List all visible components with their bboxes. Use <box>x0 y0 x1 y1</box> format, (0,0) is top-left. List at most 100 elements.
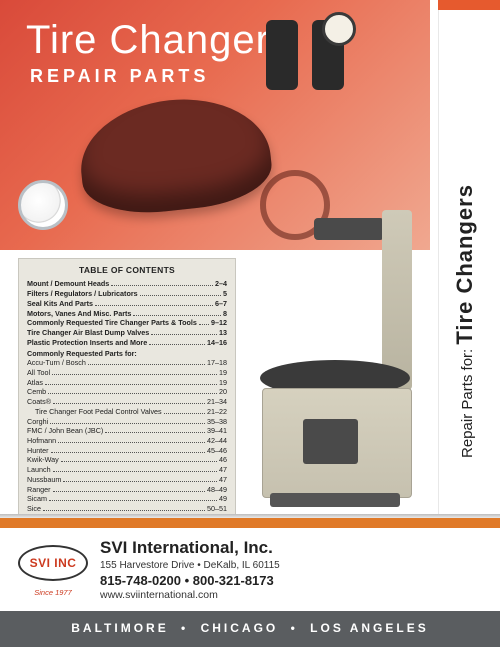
toc-page: 42–44 <box>207 436 227 446</box>
toc-page: 9–12 <box>211 318 227 328</box>
toc-leader-dots <box>50 419 205 424</box>
company-text: SVI International, Inc. 155 Harvestore D… <box>100 538 280 601</box>
toc-leader-dots <box>149 340 205 345</box>
toc-label: Nussbaum <box>27 475 61 485</box>
tire-changer-machine-image <box>250 210 440 510</box>
toc-label: Ranger <box>27 485 51 495</box>
toc-page: 48–49 <box>207 485 227 495</box>
company-info: SVI INC Since 1977 SVI International, In… <box>0 528 500 611</box>
bead-breaker-image <box>75 90 275 219</box>
toc-page: 50–51 <box>207 504 227 514</box>
toc-row: Plastic Protection Inserts and More 14–16 <box>27 338 227 348</box>
toc-leader-dots <box>105 428 205 433</box>
toc-row: Nussbaum47 <box>27 475 227 485</box>
toc-row: All Tool 19 <box>27 368 227 378</box>
toc-label: Launch <box>27 465 51 475</box>
side-tab-main: Tire Changers <box>452 184 477 345</box>
toc-label: Commonly Requested Tire Changer Parts & … <box>27 318 197 328</box>
toc-label: Plastic Protection Inserts and More <box>27 338 147 348</box>
toc-row: Hunter45–46 <box>27 446 227 456</box>
toc-page: 19 <box>219 368 227 378</box>
filter-regulator-image <box>260 8 350 113</box>
side-tab-text: Repair Parts for: Tire Changers <box>452 208 478 458</box>
svi-logo: SVI INC Since 1977 <box>18 543 88 597</box>
toc-label: Coats® <box>27 397 51 407</box>
toc-label: Corghi <box>27 417 48 427</box>
side-tab-prefix: Repair Parts for: <box>459 349 476 458</box>
toc-page: 35–38 <box>207 417 227 427</box>
location-sep-1: • <box>181 621 188 635</box>
toc-subheader: Commonly Requested Parts for: <box>27 349 227 359</box>
logo-text: SVI INC <box>18 545 88 581</box>
toc-row: Kwik-Way 46 <box>27 455 227 465</box>
toc-label: Tire Changer Foot Pedal Control Valves <box>27 407 162 417</box>
toc-label: Motors, Vanes And Misc. Parts <box>27 309 131 319</box>
company-name: SVI International, Inc. <box>100 538 280 558</box>
toc-label: All Tool <box>27 368 50 378</box>
toc-page: 49 <box>219 494 227 504</box>
toc-label: Tire Changer Air Blast Dump Valves <box>27 328 149 338</box>
toc-row: Corghi 35–38 <box>27 417 227 427</box>
toc-label: Accu-Turn / Bosch <box>27 358 86 368</box>
toc-row: Coats® 21–34 <box>27 397 227 407</box>
orange-divider <box>0 518 500 528</box>
toc-row: Tire Changer Air Blast Dump Valves 13 <box>27 328 227 338</box>
toc-page: 6–7 <box>215 299 227 309</box>
phone-separator: • <box>185 573 190 588</box>
toc-page: 14–16 <box>207 338 227 348</box>
toc-row: Tire Changer Foot Pedal Control Valves21… <box>27 407 227 417</box>
hero-title: Tire Changer <box>26 18 270 63</box>
toc-leader-dots <box>164 409 205 414</box>
toc-page: 17–18 <box>207 358 227 368</box>
toc-label: Sicam <box>27 494 47 504</box>
location-sep-2: • <box>291 621 298 635</box>
toc-row: Seal Kits And Parts 6–7 <box>27 299 227 309</box>
toc-label: Sice <box>27 504 41 514</box>
toc-leader-dots <box>111 281 213 286</box>
toc-row: Ranger 48–49 <box>27 485 227 495</box>
toc-row: Commonly Requested Tire Changer Parts & … <box>27 318 227 328</box>
locations-bar: BALTIMORE • CHICAGO • LOS ANGELES <box>0 611 500 647</box>
hero-subtitle: REPAIR PARTS <box>30 66 209 87</box>
toc-page: 2–4 <box>215 279 227 289</box>
company-phone-2: 800-321-8173 <box>193 573 274 588</box>
footer: SVI INC Since 1977 SVI International, In… <box>0 514 500 647</box>
toc-page: 46 <box>219 455 227 465</box>
toc-page: 21–34 <box>207 397 227 407</box>
toc-page: 8 <box>223 309 227 319</box>
toc-label: Atlas <box>27 378 43 388</box>
company-phones: 815-748-0200 • 800-321-8173 <box>100 573 280 588</box>
location-1: BALTIMORE <box>71 621 168 635</box>
toc-leader-dots <box>199 320 209 325</box>
toc-leader-dots <box>53 487 205 492</box>
toc-title: TABLE OF CONTENTS <box>27 265 227 276</box>
toc-page: 5 <box>223 289 227 299</box>
toc-label: Kwik-Way <box>27 455 59 465</box>
toc-row: Launch47 <box>27 465 227 475</box>
toc-leader-dots <box>45 380 217 385</box>
toc-row: Atlas19 <box>27 378 227 388</box>
toc-label: FMC / John Bean (JBC) <box>27 426 103 436</box>
toc-label: Hofmann <box>27 436 56 446</box>
toc-page: 13 <box>219 328 227 338</box>
toc-row: Hofmann 42–44 <box>27 436 227 446</box>
toc-label: Seal Kits And Parts <box>27 299 93 309</box>
toc-label: Filters / Regulators / Lubricators <box>27 289 138 299</box>
toc-label: Cemb <box>27 387 46 397</box>
toc-leader-dots <box>51 448 205 453</box>
toc-row: Accu-Turn / Bosch 17–18 <box>27 358 227 368</box>
side-tab-accent <box>438 0 500 10</box>
toc-leader-dots <box>140 291 221 296</box>
company-address: 155 Harvestore Drive • DeKalb, IL 60115 <box>100 560 280 571</box>
toc-row: Mount / Demount Heads 2–4 <box>27 279 227 289</box>
company-phone-1: 815-748-0200 <box>100 573 181 588</box>
location-2: CHICAGO <box>201 621 279 635</box>
toc-row: FMC / John Bean (JBC) 39–41 <box>27 426 227 436</box>
company-website: www.sviinternational.com <box>100 589 280 601</box>
logo-since: Since 1977 <box>18 588 88 597</box>
toc-leader-dots <box>88 360 205 365</box>
catalog-cover: Tire Changer REPAIR PARTS Repair Parts f… <box>0 0 500 647</box>
toc-row: Motors, Vanes And Misc. Parts 8 <box>27 309 227 319</box>
toc-page: 39–41 <box>207 426 227 436</box>
toc-label: Mount / Demount Heads <box>27 279 109 289</box>
